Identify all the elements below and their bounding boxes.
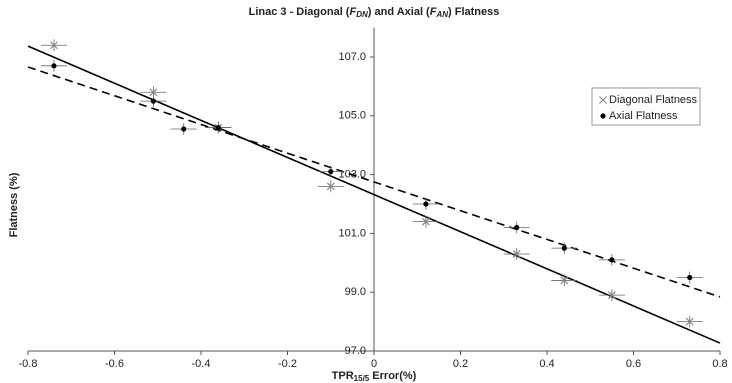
point bbox=[607, 291, 616, 300]
legend-marker bbox=[600, 113, 606, 119]
trend-line bbox=[27, 66, 721, 298]
x-tick-label: 0.6 bbox=[626, 358, 641, 370]
point bbox=[181, 126, 187, 132]
point bbox=[51, 63, 57, 69]
x-tick-label: 0.4 bbox=[539, 358, 554, 370]
x-tick-label: 0.2 bbox=[453, 358, 468, 370]
point bbox=[50, 41, 58, 50]
trend-line bbox=[27, 45, 721, 344]
y-tick-label: 99.0 bbox=[345, 286, 366, 298]
y-tick-label: 105.0 bbox=[338, 110, 366, 122]
x-axis-label: TPR15/5 Error(%) bbox=[332, 370, 417, 383]
x-tick-label: 0.8 bbox=[712, 358, 727, 370]
legend-box bbox=[591, 87, 701, 126]
legend-marker bbox=[599, 96, 607, 104]
point bbox=[215, 124, 221, 131]
legend-label: Axial Flatness bbox=[609, 110, 678, 122]
chart-title: Linac 3 - Diagonal (FDN) and Axial (FAN)… bbox=[249, 6, 500, 19]
point bbox=[560, 276, 569, 285]
point bbox=[512, 250, 521, 258]
y-tick-label: 107.0 bbox=[338, 51, 366, 63]
x-tick-label: -0.4 bbox=[192, 358, 211, 370]
legend-label: Diagonal Flatness bbox=[609, 94, 698, 106]
point bbox=[514, 224, 520, 231]
point bbox=[328, 169, 334, 175]
y-tick-label: 101.0 bbox=[338, 227, 366, 239]
point bbox=[149, 88, 158, 97]
x-tick-label: -0.6 bbox=[105, 358, 124, 370]
point bbox=[150, 98, 157, 104]
y-axis-label: Flatness (%) bbox=[8, 172, 20, 237]
point bbox=[687, 274, 693, 281]
x-tick-label: -0.8 bbox=[19, 358, 38, 370]
point bbox=[561, 245, 567, 251]
x-tick-label: 0 bbox=[371, 358, 377, 370]
x-tick-label: -0.2 bbox=[278, 358, 297, 370]
point bbox=[423, 201, 429, 207]
point bbox=[685, 317, 694, 326]
point bbox=[421, 217, 430, 226]
point bbox=[609, 257, 615, 263]
y-tick-label: 97.0 bbox=[345, 345, 366, 357]
point bbox=[326, 182, 335, 191]
